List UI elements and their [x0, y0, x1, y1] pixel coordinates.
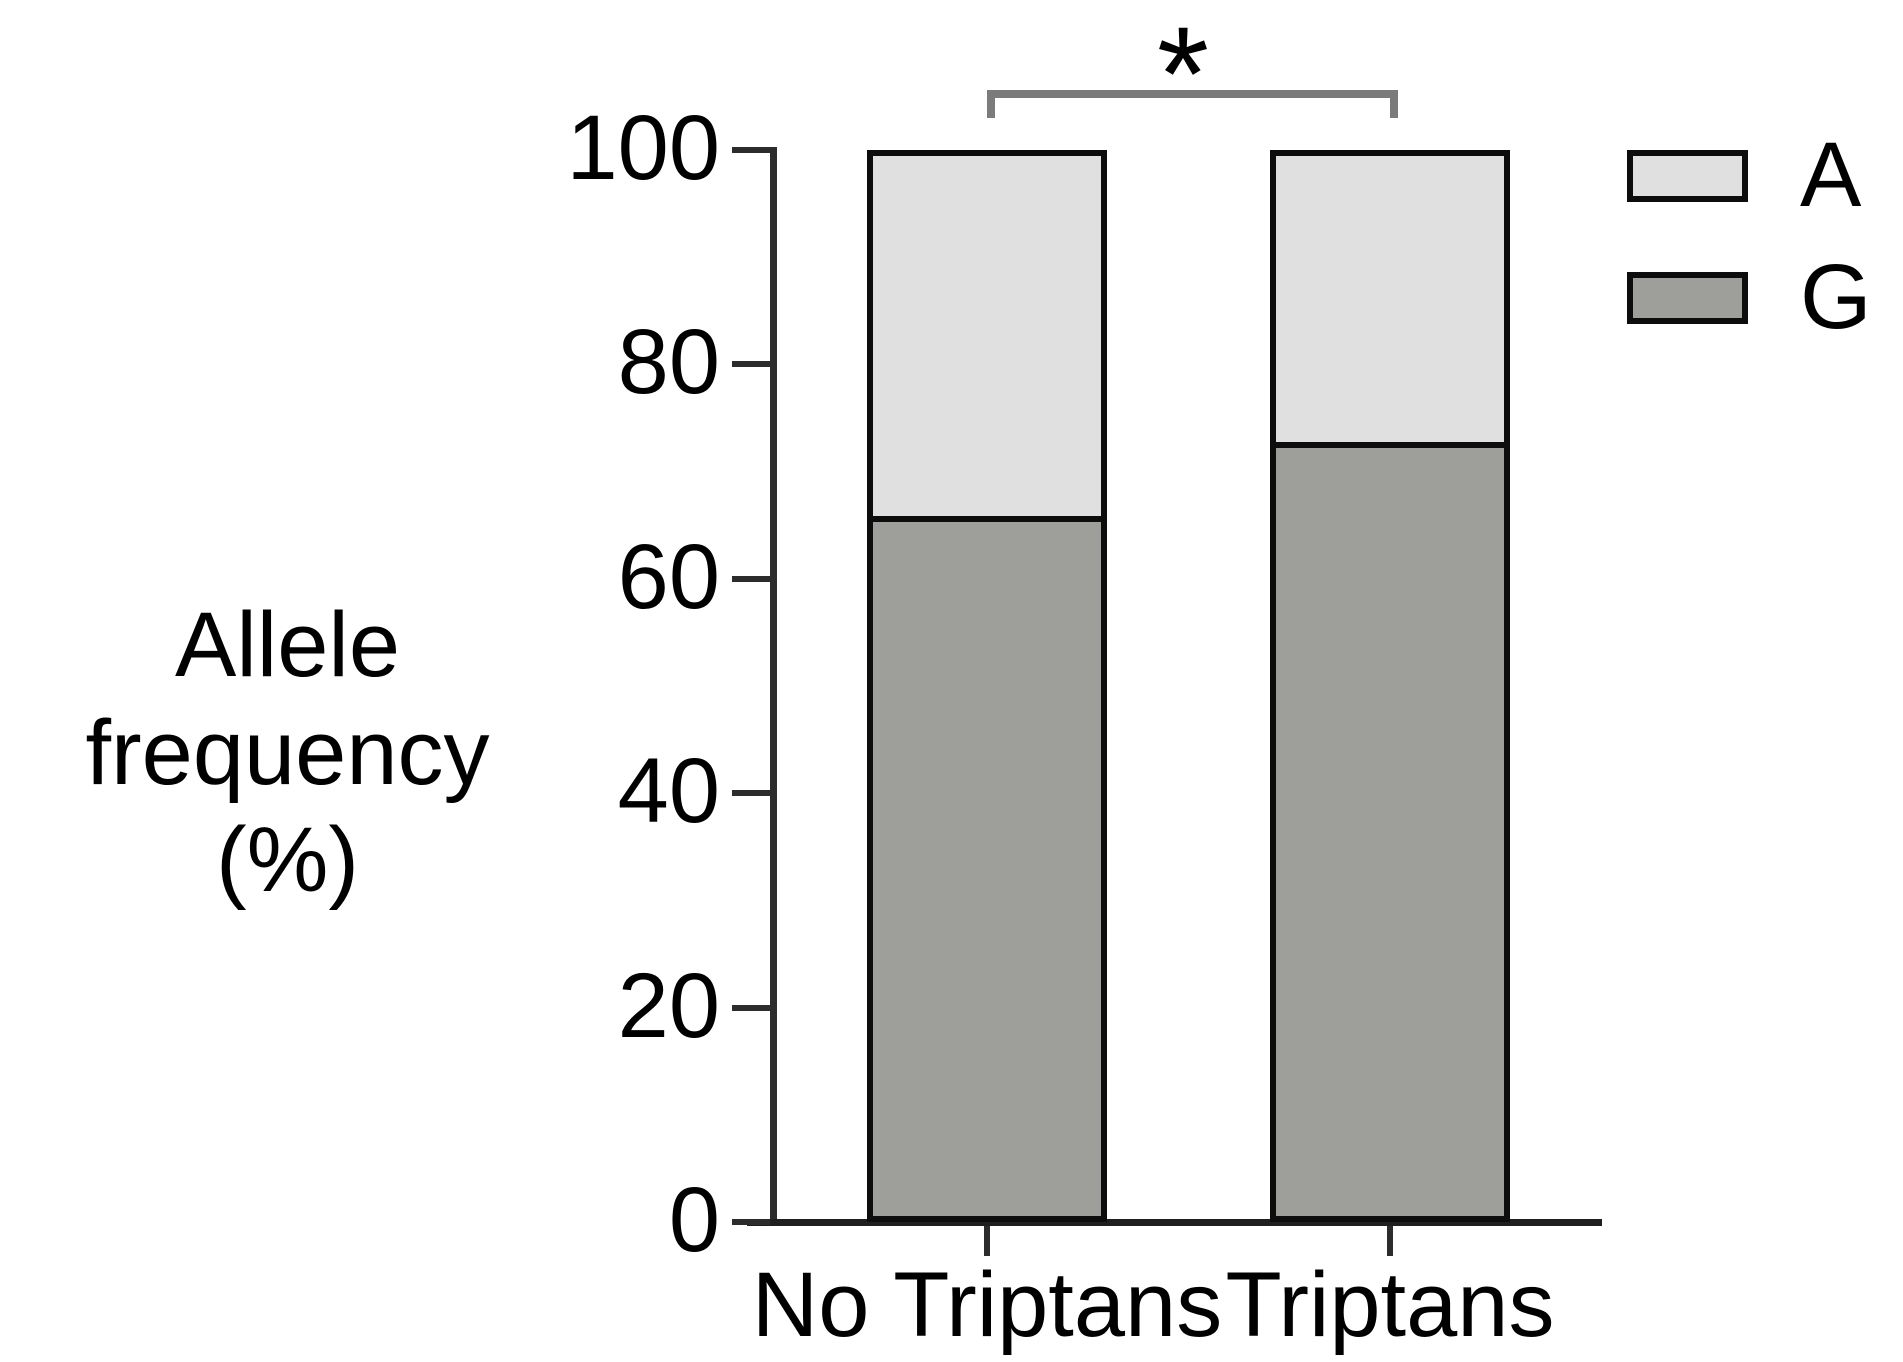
significance-bracket-left-tick [987, 90, 995, 118]
y-axis-line [770, 147, 777, 1225]
y-axis-title-line1: Allele frequency [85, 594, 490, 804]
segment-G-triptans [1276, 442, 1504, 1216]
y-tick-label-60: 60 [617, 525, 720, 628]
segment-G-no-triptans [873, 516, 1101, 1216]
significance-bracket-right-tick [1390, 90, 1398, 118]
bar-triptans [1270, 150, 1510, 1222]
legend-swatch-G [1627, 272, 1748, 324]
y-tick-mark-60 [732, 575, 770, 582]
y-tick-label-20: 20 [617, 954, 720, 1057]
x-category-label-triptans: Triptans [1225, 1254, 1555, 1356]
y-axis-title: Allele frequency (%) [5, 592, 570, 915]
legend-swatch-A [1627, 150, 1748, 202]
x-tick-mark-triptans [1387, 1226, 1393, 1256]
segment-A-no-triptans [873, 156, 1101, 517]
y-tick-label-40: 40 [617, 740, 720, 843]
y-tick-label-80: 80 [617, 311, 720, 414]
y-tick-mark-80 [732, 361, 770, 368]
y-tick-label-0: 0 [668, 1169, 720, 1271]
y-tick-mark-40 [732, 790, 770, 797]
x-tick-mark-no-triptans [984, 1226, 990, 1256]
x-category-label-no-triptans: No Triptans [751, 1254, 1223, 1356]
y-tick-mark-0 [732, 1219, 770, 1225]
y-tick-label-100: 100 [566, 97, 721, 199]
legend-label-G: G [1800, 246, 1872, 348]
bar-no-triptans [867, 150, 1107, 1222]
legend-label-A: A [1800, 124, 1862, 226]
y-axis-title-line2: (%) [215, 809, 360, 912]
significance-asterisk: * [1156, 0, 1210, 149]
y-tick-mark-100 [732, 147, 770, 153]
x-axis-line [747, 1219, 1602, 1226]
segment-A-triptans [1276, 156, 1504, 443]
significance-bracket-line [987, 90, 1398, 98]
y-tick-mark-20 [732, 1004, 770, 1011]
